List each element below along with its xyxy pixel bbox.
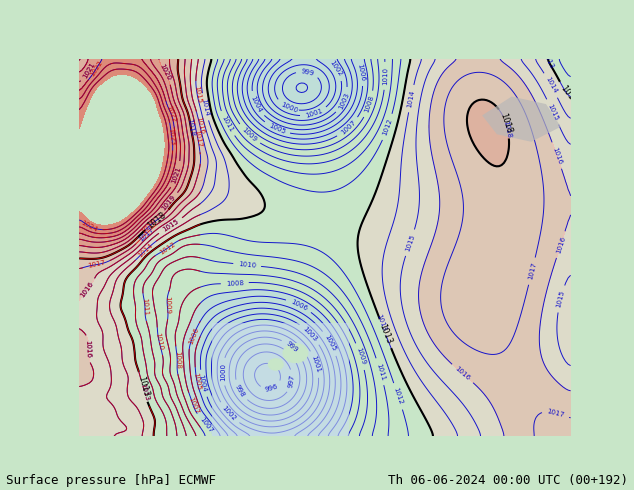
Text: 1017: 1017: [547, 408, 566, 418]
Text: 1014: 1014: [406, 89, 416, 108]
Text: 1003: 1003: [337, 91, 350, 110]
Text: 1012: 1012: [382, 118, 394, 137]
Text: 1012: 1012: [158, 241, 176, 256]
Text: 1022: 1022: [89, 59, 104, 77]
Text: 1022: 1022: [165, 104, 177, 123]
Text: 1016: 1016: [551, 146, 563, 165]
Text: 999: 999: [285, 340, 299, 353]
Text: 1016: 1016: [79, 281, 94, 299]
Text: 1015: 1015: [547, 102, 559, 121]
Text: Surface pressure [hPa] ECMWF: Surface pressure [hPa] ECMWF: [6, 474, 216, 487]
Text: 1008: 1008: [174, 351, 181, 369]
Text: 1008: 1008: [226, 280, 244, 287]
Text: 1011: 1011: [221, 114, 235, 133]
Text: 1013: 1013: [377, 322, 394, 345]
Text: 1020: 1020: [158, 63, 172, 81]
Text: 1010: 1010: [154, 332, 164, 351]
Circle shape: [283, 343, 307, 363]
Polygon shape: [482, 97, 561, 142]
Text: 996: 996: [264, 384, 279, 393]
Text: 1009: 1009: [240, 126, 257, 143]
Text: 1013: 1013: [139, 383, 150, 402]
Text: 999: 999: [301, 68, 314, 76]
Text: 1013: 1013: [375, 313, 387, 332]
Text: 1011: 1011: [375, 362, 385, 381]
Text: 1023: 1023: [167, 127, 176, 146]
Text: 1015: 1015: [556, 290, 566, 308]
Text: 1016: 1016: [555, 235, 566, 254]
Text: 1017: 1017: [527, 262, 537, 281]
Text: 1016: 1016: [79, 281, 94, 299]
Text: 1009: 1009: [355, 347, 366, 366]
Text: 1014: 1014: [137, 242, 154, 259]
Text: 1015: 1015: [162, 219, 180, 233]
Text: 1018: 1018: [139, 219, 157, 235]
Text: 997: 997: [288, 374, 295, 388]
Text: 1016: 1016: [454, 366, 471, 382]
Text: 1013: 1013: [136, 375, 150, 398]
Text: 1013: 1013: [139, 383, 150, 402]
Text: 1011: 1011: [141, 298, 149, 317]
Text: 1005: 1005: [192, 372, 202, 391]
Text: 1016: 1016: [84, 340, 91, 358]
Text: 1014: 1014: [544, 76, 558, 95]
Text: 1009: 1009: [164, 296, 171, 315]
Text: 1012: 1012: [392, 387, 404, 406]
Text: 1017: 1017: [87, 260, 106, 270]
Text: 1006: 1006: [290, 298, 308, 312]
Text: 1000: 1000: [280, 101, 299, 114]
Text: 1008: 1008: [364, 95, 375, 114]
Text: 1004: 1004: [198, 374, 208, 393]
Text: 1010: 1010: [238, 261, 256, 269]
Text: 1013: 1013: [558, 84, 578, 106]
Text: 1015: 1015: [162, 219, 180, 233]
Circle shape: [268, 359, 283, 370]
Text: 1016: 1016: [84, 340, 91, 358]
Text: 1002: 1002: [328, 59, 343, 77]
Text: 1021: 1021: [171, 165, 182, 184]
Text: 1000: 1000: [220, 363, 226, 381]
Text: 1019: 1019: [160, 194, 176, 212]
Text: 1018: 1018: [146, 210, 168, 230]
Text: 1015: 1015: [404, 233, 416, 252]
Text: 1001: 1001: [311, 355, 321, 373]
Text: Th 06-06-2024 00:00 UTC (00+192): Th 06-06-2024 00:00 UTC (00+192): [387, 474, 628, 487]
Text: 1018: 1018: [498, 112, 514, 135]
Polygon shape: [212, 323, 349, 436]
Text: 1013: 1013: [542, 51, 555, 70]
Text: 1016: 1016: [195, 116, 205, 135]
Text: 1015: 1015: [193, 85, 202, 104]
Text: 998: 998: [234, 383, 246, 398]
Text: 1019: 1019: [160, 194, 176, 212]
Text: 1006: 1006: [187, 326, 200, 345]
Text: 1007: 1007: [198, 416, 214, 434]
Text: 1001: 1001: [304, 108, 323, 120]
Text: 1018: 1018: [503, 120, 512, 138]
Text: 1024: 1024: [80, 220, 98, 233]
Text: 1005: 1005: [323, 334, 337, 352]
Text: 1021: 1021: [82, 61, 96, 79]
Text: 1020: 1020: [158, 63, 172, 81]
Text: 1004: 1004: [249, 95, 262, 114]
Text: 1006: 1006: [357, 63, 366, 81]
Text: 1003: 1003: [302, 325, 319, 343]
Text: 1010: 1010: [382, 67, 389, 85]
Text: 1017: 1017: [138, 225, 155, 243]
Text: 1017: 1017: [193, 129, 202, 148]
Text: 1007: 1007: [340, 120, 357, 136]
Text: 1005: 1005: [268, 122, 286, 135]
Text: 1021: 1021: [171, 165, 182, 184]
Text: 1014: 1014: [200, 98, 210, 116]
Text: 1018: 1018: [186, 118, 195, 136]
Text: 1021: 1021: [82, 61, 96, 79]
Text: 1002: 1002: [221, 405, 237, 422]
Text: 1007: 1007: [187, 396, 200, 415]
